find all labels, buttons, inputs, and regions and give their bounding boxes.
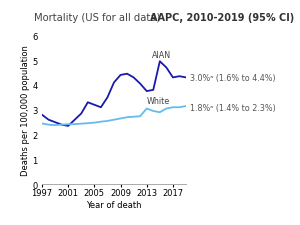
Text: White: White bbox=[147, 97, 170, 106]
Text: AIAN: AIAN bbox=[152, 51, 171, 60]
Text: 3.0%ᵃ (1.6% to 4.4%): 3.0%ᵃ (1.6% to 4.4%) bbox=[190, 74, 276, 83]
Text: Mortality (US for all data): Mortality (US for all data) bbox=[34, 13, 160, 22]
Text: AAPC, 2010-2019 (95% CI): AAPC, 2010-2019 (95% CI) bbox=[150, 13, 294, 22]
Y-axis label: Deaths per 100,000 population: Deaths per 100,000 population bbox=[21, 45, 30, 176]
Text: 1.8%ᵃ (1.4% to 2.3%): 1.8%ᵃ (1.4% to 2.3%) bbox=[190, 103, 276, 112]
X-axis label: Year of death: Year of death bbox=[86, 200, 142, 209]
